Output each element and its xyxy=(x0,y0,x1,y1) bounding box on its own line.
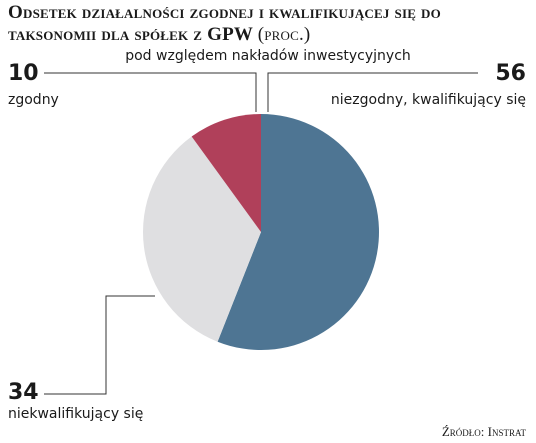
chart-subtitle: pod względem nakładów inwestycyjnych xyxy=(125,48,411,64)
pie-slice-zgodny xyxy=(191,114,261,232)
chart-title: Odsetek działalności zgodnej i kwalifiku… xyxy=(8,2,528,46)
chart-title-text: Odsetek działalności zgodnej i kwalifiku… xyxy=(8,2,441,45)
value-label-zgodny: 10 xyxy=(8,61,39,86)
value-label-niekwalifikujacy: 34 xyxy=(8,380,39,405)
pie-slice-niekwalifikujacy xyxy=(143,136,261,342)
chart-title-unit: (proc.) xyxy=(257,24,311,45)
pie-slices xyxy=(143,114,379,350)
leader-line-zgodny xyxy=(44,72,257,112)
value-label-niezgodny: 56 xyxy=(495,61,526,86)
source-note: Źródło: Instrat xyxy=(441,424,526,439)
leader-line-niekwalifikujacy xyxy=(44,295,155,395)
leader-line-niezgodny xyxy=(267,72,478,112)
pie-slice-niezgodny xyxy=(217,114,379,350)
leader-lines xyxy=(44,72,478,395)
category-label-niezgodny: niezgodny, kwalifikujący się xyxy=(330,92,526,108)
category-label-niekwalifikujacy: niekwalifikujący się xyxy=(8,406,144,422)
category-label-zgodny: zgodny xyxy=(8,92,59,108)
